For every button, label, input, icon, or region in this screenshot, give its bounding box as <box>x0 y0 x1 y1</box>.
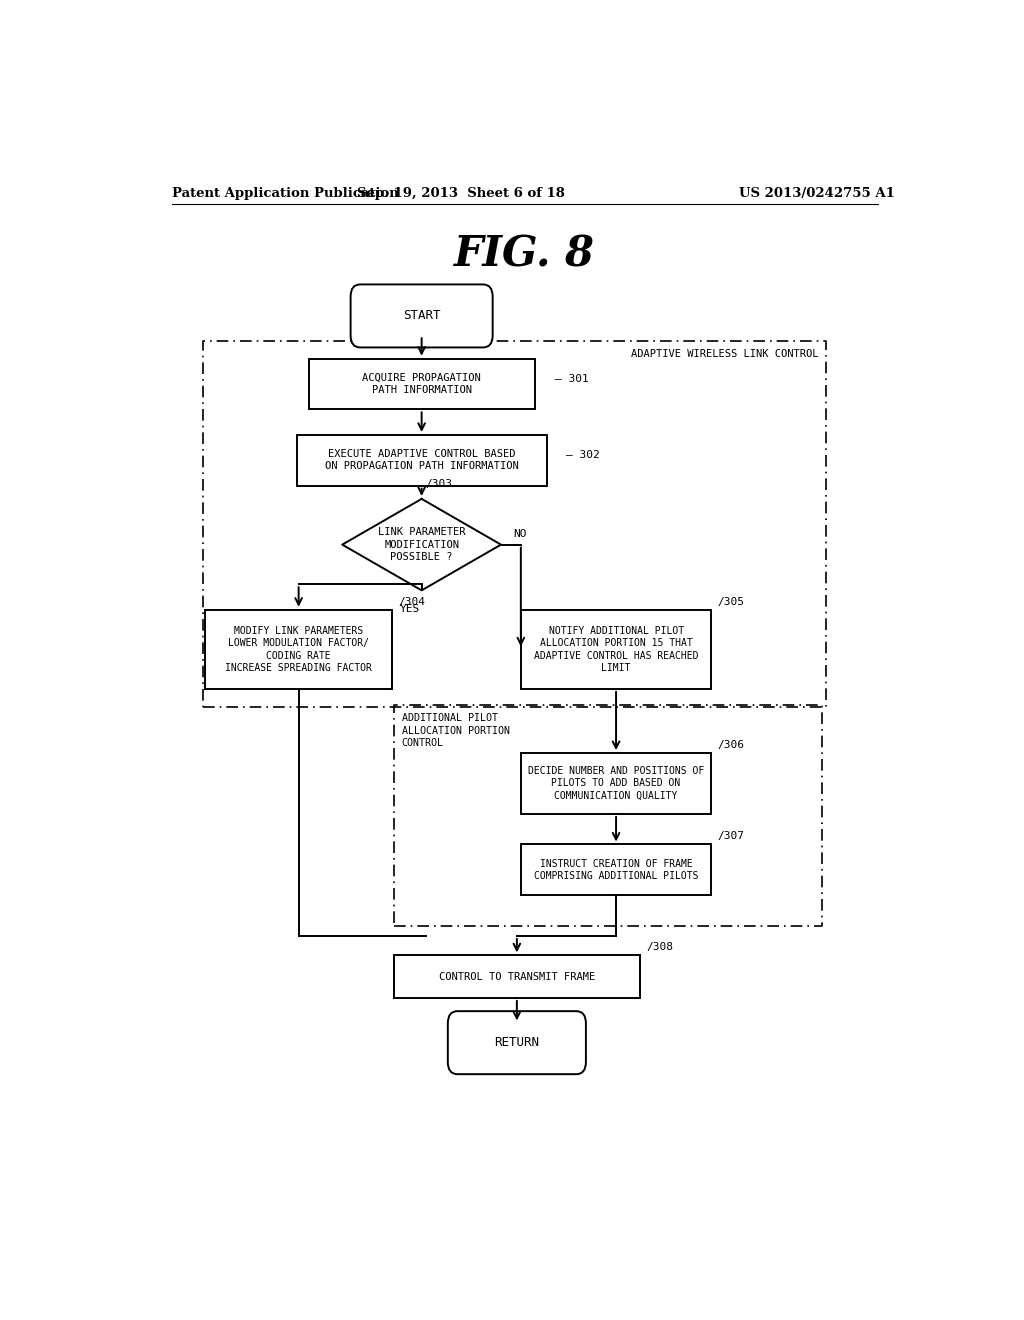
Text: INSTRUCT CREATION OF FRAME
COMPRISING ADDITIONAL PILOTS: INSTRUCT CREATION OF FRAME COMPRISING AD… <box>534 859 698 880</box>
Text: MODIFY LINK PARAMETERS
LOWER MODULATION FACTOR/
CODING RATE
INCREASE SPREADING F: MODIFY LINK PARAMETERS LOWER MODULATION … <box>225 626 372 673</box>
Text: NO: NO <box>513 529 526 540</box>
Text: /305: /305 <box>718 597 744 607</box>
Text: — 302: — 302 <box>566 450 600 461</box>
Text: RETURN: RETURN <box>495 1036 540 1049</box>
Text: ADDITIONAL PILOT
ALLOCATION PORTION
CONTROL: ADDITIONAL PILOT ALLOCATION PORTION CONT… <box>401 713 510 748</box>
Text: ACQUIRE PROPAGATION
PATH INFORMATION: ACQUIRE PROPAGATION PATH INFORMATION <box>362 372 481 395</box>
FancyBboxPatch shape <box>308 359 535 409</box>
FancyBboxPatch shape <box>297 434 547 486</box>
Text: /306: /306 <box>718 741 744 750</box>
FancyBboxPatch shape <box>521 845 712 895</box>
FancyBboxPatch shape <box>206 610 392 689</box>
Text: Patent Application Publication: Patent Application Publication <box>172 187 398 201</box>
Text: START: START <box>402 309 440 322</box>
FancyBboxPatch shape <box>521 610 712 689</box>
Text: US 2013/0242755 A1: US 2013/0242755 A1 <box>739 187 895 201</box>
Text: /308: /308 <box>646 942 673 952</box>
Polygon shape <box>342 499 501 590</box>
Text: Sep. 19, 2013  Sheet 6 of 18: Sep. 19, 2013 Sheet 6 of 18 <box>357 187 565 201</box>
FancyBboxPatch shape <box>394 956 640 998</box>
Text: ADAPTIVE WIRELESS LINK CONTROL: ADAPTIVE WIRELESS LINK CONTROL <box>631 350 818 359</box>
Text: — 301: — 301 <box>555 374 589 384</box>
Text: CONTROL TO TRANSMIT FRAME: CONTROL TO TRANSMIT FRAME <box>438 972 595 982</box>
Text: YES: YES <box>399 603 420 614</box>
Text: /303: /303 <box>426 479 453 488</box>
FancyBboxPatch shape <box>350 284 493 347</box>
Text: /307: /307 <box>718 832 744 841</box>
FancyBboxPatch shape <box>447 1011 586 1074</box>
Text: DECIDE NUMBER AND POSITIONS OF
PILOTS TO ADD BASED ON
COMMUNICATION QUALITY: DECIDE NUMBER AND POSITIONS OF PILOTS TO… <box>528 766 705 801</box>
FancyBboxPatch shape <box>521 752 712 814</box>
Text: EXECUTE ADAPTIVE CONTROL BASED
ON PROPAGATION PATH INFORMATION: EXECUTE ADAPTIVE CONTROL BASED ON PROPAG… <box>325 449 518 471</box>
Text: NOTIFY ADDITIONAL PILOT
ALLOCATION PORTION 15 THAT
ADAPTIVE CONTROL HAS REACHED
: NOTIFY ADDITIONAL PILOT ALLOCATION PORTI… <box>534 626 698 673</box>
Text: /304: /304 <box>398 597 425 607</box>
Text: FIG. 8: FIG. 8 <box>455 234 595 276</box>
Text: LINK PARAMETER
MODIFICATION
POSSIBLE ?: LINK PARAMETER MODIFICATION POSSIBLE ? <box>378 527 465 562</box>
